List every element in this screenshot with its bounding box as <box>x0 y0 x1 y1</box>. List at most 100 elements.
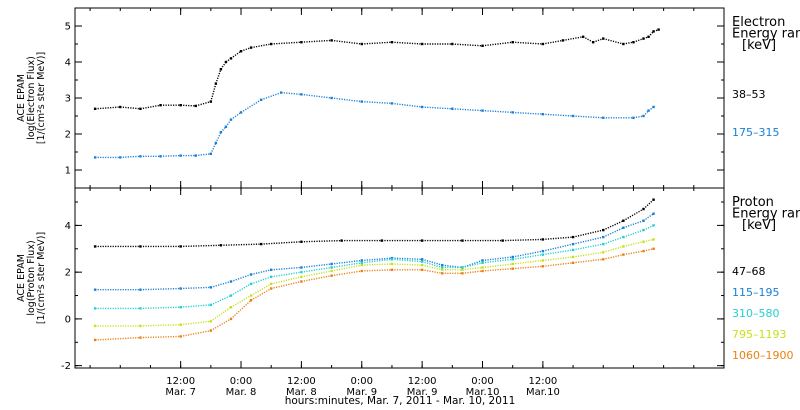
series-electron-0 <box>93 28 660 110</box>
series-trace <box>230 283 252 297</box>
series-trace <box>281 91 302 96</box>
y-tick-label: 4 <box>65 221 71 232</box>
data-point <box>219 131 223 134</box>
series-trace <box>602 220 624 231</box>
series-trace <box>482 109 513 114</box>
series-proton-0 <box>93 198 655 248</box>
x-tick-label: 12:00 <box>287 376 316 387</box>
x-tick-date: Mar. 8 <box>286 387 317 398</box>
legend-title-line: Energy ran <box>732 27 800 42</box>
legend-entry: 38–53 <box>732 88 766 101</box>
series-trace <box>643 213 654 222</box>
series-trace <box>210 294 232 306</box>
series-proton-2 <box>93 224 655 310</box>
series-trace <box>95 106 121 110</box>
series-trace <box>603 245 624 253</box>
series-trace <box>512 111 543 115</box>
series-trace <box>623 208 644 222</box>
series-trace <box>512 41 543 45</box>
series-trace <box>331 39 362 45</box>
series-trace <box>261 241 302 245</box>
series-trace <box>442 264 463 269</box>
x-tick-date: Mar. 8 <box>226 387 257 398</box>
series-trace <box>120 106 141 110</box>
series-trace <box>482 263 513 269</box>
series-trace <box>623 220 644 229</box>
series-trace <box>230 299 252 320</box>
series-trace <box>301 270 332 278</box>
y-axis-label-line: log(Electron Flux) <box>26 56 37 140</box>
x-tick-date: Mar. 9 <box>407 387 438 398</box>
series-trace <box>391 263 423 266</box>
series-trace <box>140 335 181 339</box>
panel-frame-electron <box>74 7 725 189</box>
series-proton-4 <box>93 247 655 342</box>
series-trace <box>648 106 654 112</box>
series-trace <box>653 28 659 33</box>
series-trace <box>573 115 604 119</box>
y-tick-label: 2 <box>65 268 71 279</box>
series-trace <box>391 258 423 263</box>
data-point <box>652 224 655 227</box>
series-trace <box>225 57 232 63</box>
series-trace <box>643 224 654 231</box>
series-trace <box>462 262 483 269</box>
x-tick-label: 0:00 <box>230 376 252 387</box>
series-trace <box>421 264 443 271</box>
data-point <box>657 28 660 31</box>
series-trace <box>452 108 483 112</box>
series-trace <box>562 36 584 42</box>
series-trace <box>180 244 221 248</box>
series-trace <box>603 236 624 245</box>
series-trace <box>180 104 196 107</box>
series-trace <box>391 102 423 108</box>
series-trace <box>512 265 543 270</box>
legend-entry: 47–68 <box>732 265 766 278</box>
legend-title-line: [keV] <box>742 38 776 53</box>
series-trace <box>482 256 513 262</box>
series-trace <box>542 39 564 45</box>
series-trace <box>623 250 644 256</box>
series-trace <box>422 269 443 275</box>
series-trace <box>623 41 634 45</box>
data-point <box>229 118 233 121</box>
series-proton-3 <box>93 238 655 328</box>
series-proton-1 <box>93 212 655 291</box>
x-tick-label: 12:00 <box>408 376 437 387</box>
series-trace <box>361 257 393 262</box>
series-trace <box>502 238 543 242</box>
y-tick-label: 1 <box>65 166 71 177</box>
series-trace <box>215 68 222 84</box>
series-trace <box>210 318 232 332</box>
series-trace <box>391 257 423 260</box>
x-tick-label: 12:00 <box>528 376 557 387</box>
series-trace <box>210 280 232 289</box>
data-point <box>652 212 655 215</box>
series-trace <box>220 126 227 133</box>
series-trace <box>180 320 211 326</box>
series-trace <box>180 329 211 338</box>
series-trace <box>210 142 217 155</box>
series-trace <box>230 50 242 59</box>
y-tick-label: 0 <box>65 314 71 325</box>
y-axis-label-proton: ACE EPAM log(Proton Flux) [1/(cm²s ster Me… <box>16 232 47 324</box>
series-trace <box>482 41 513 47</box>
series-trace <box>230 111 242 121</box>
y-axis-label-electron: ACE EPAM log(Electron Flux) [1/(cm²s ster … <box>16 52 47 144</box>
series-trace <box>542 262 574 268</box>
legend-entry: 175–315 <box>732 126 780 139</box>
y-axis-label-line: [1/(cm²s ster MeV)] <box>36 232 47 324</box>
series-trace <box>361 258 393 264</box>
series-trace <box>250 276 272 285</box>
series-trace <box>542 249 574 256</box>
legend-entry: 310–580 <box>732 307 780 320</box>
series-trace <box>602 227 624 238</box>
series-trace <box>643 238 654 243</box>
series-trace <box>361 263 392 266</box>
series-trace <box>271 41 302 45</box>
legend-title-line: Energy ran <box>732 207 800 222</box>
series-trace <box>271 280 302 290</box>
series-trace <box>260 91 282 101</box>
y-tick-label: 2 <box>65 130 71 141</box>
